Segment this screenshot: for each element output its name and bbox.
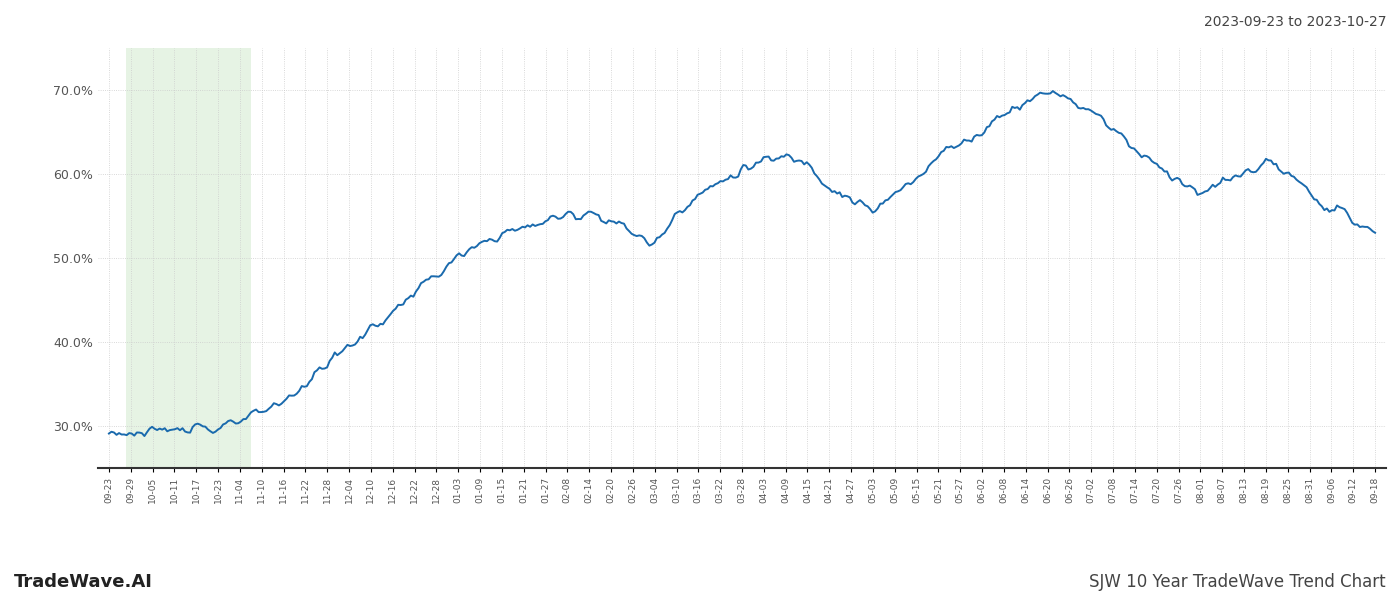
Text: 2023-09-23 to 2023-10-27: 2023-09-23 to 2023-10-27 [1204, 15, 1386, 29]
Text: TradeWave.AI: TradeWave.AI [14, 573, 153, 591]
Text: SJW 10 Year TradeWave Trend Chart: SJW 10 Year TradeWave Trend Chart [1089, 573, 1386, 591]
Bar [126, 48, 251, 468]
